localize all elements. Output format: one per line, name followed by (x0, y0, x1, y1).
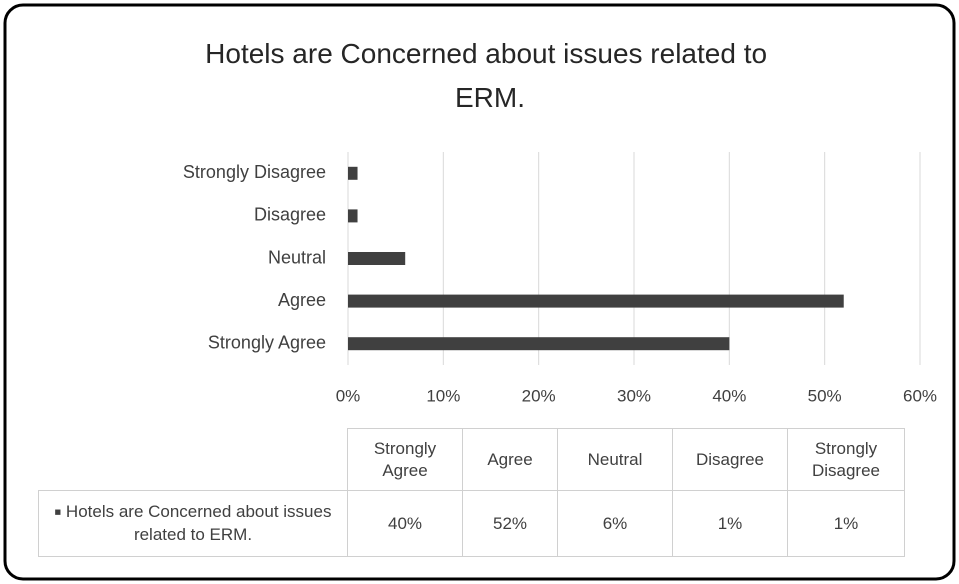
table-header-cell: Disagree (672, 428, 788, 491)
x-tick-label: 50% (808, 386, 842, 405)
table-value-cell: 52% (462, 490, 558, 557)
x-tick-label: 60% (903, 386, 937, 405)
chart-title: Hotels are Concerned about issues relate… (205, 38, 775, 113)
series-cell: ■ Hotels are Concerned about issues rela… (38, 490, 348, 557)
table-header-cell: Neutral (557, 428, 673, 491)
table-header-row: Strongly Agree Agree Neutral Disagree Strong… (38, 428, 905, 491)
x-tick-label: 10% (426, 386, 460, 405)
table-value-cell: 1% (672, 490, 788, 557)
bar (348, 252, 406, 265)
x-tick-label: 40% (712, 386, 746, 405)
table-header-cell: Agree (462, 428, 558, 491)
bar (348, 166, 358, 180)
series-name: Hotels are Concerned about issues relate… (65, 502, 332, 544)
y-tick-label: Neutral (268, 247, 326, 267)
y-tick-label: Strongly Agree (208, 332, 326, 352)
table-value-cell: 6% (557, 490, 673, 557)
x-tick-label: 30% (617, 386, 651, 405)
x-tick-label: 20% (522, 386, 556, 405)
table-header-cell: Strongly Agree (347, 428, 463, 491)
table-value-cell: 1% (787, 490, 905, 557)
bar (348, 294, 844, 308)
x-tick-label: 0% (336, 386, 361, 405)
chart-title-line: ERM. (455, 82, 525, 113)
data-table: Strongly Agree Agree Neutral Disagree Strong… (38, 428, 905, 557)
chart-title-line: Hotels are Concerned about issues relate… (205, 38, 767, 69)
y-tick-label: Disagree (254, 205, 326, 225)
y-tick-label: Agree (278, 290, 326, 310)
y-tick-label: Strongly Disagree (183, 162, 326, 182)
bar (348, 209, 358, 223)
bar (348, 337, 730, 351)
legend-marker: ■ (54, 506, 62, 519)
table-value-cell: 40% (347, 490, 463, 557)
table-header-cell: Strongly Disagree (787, 428, 905, 491)
blank-cell (38, 428, 348, 491)
table-row: ■ Hotels are Concerned about issues rela… (38, 490, 905, 557)
